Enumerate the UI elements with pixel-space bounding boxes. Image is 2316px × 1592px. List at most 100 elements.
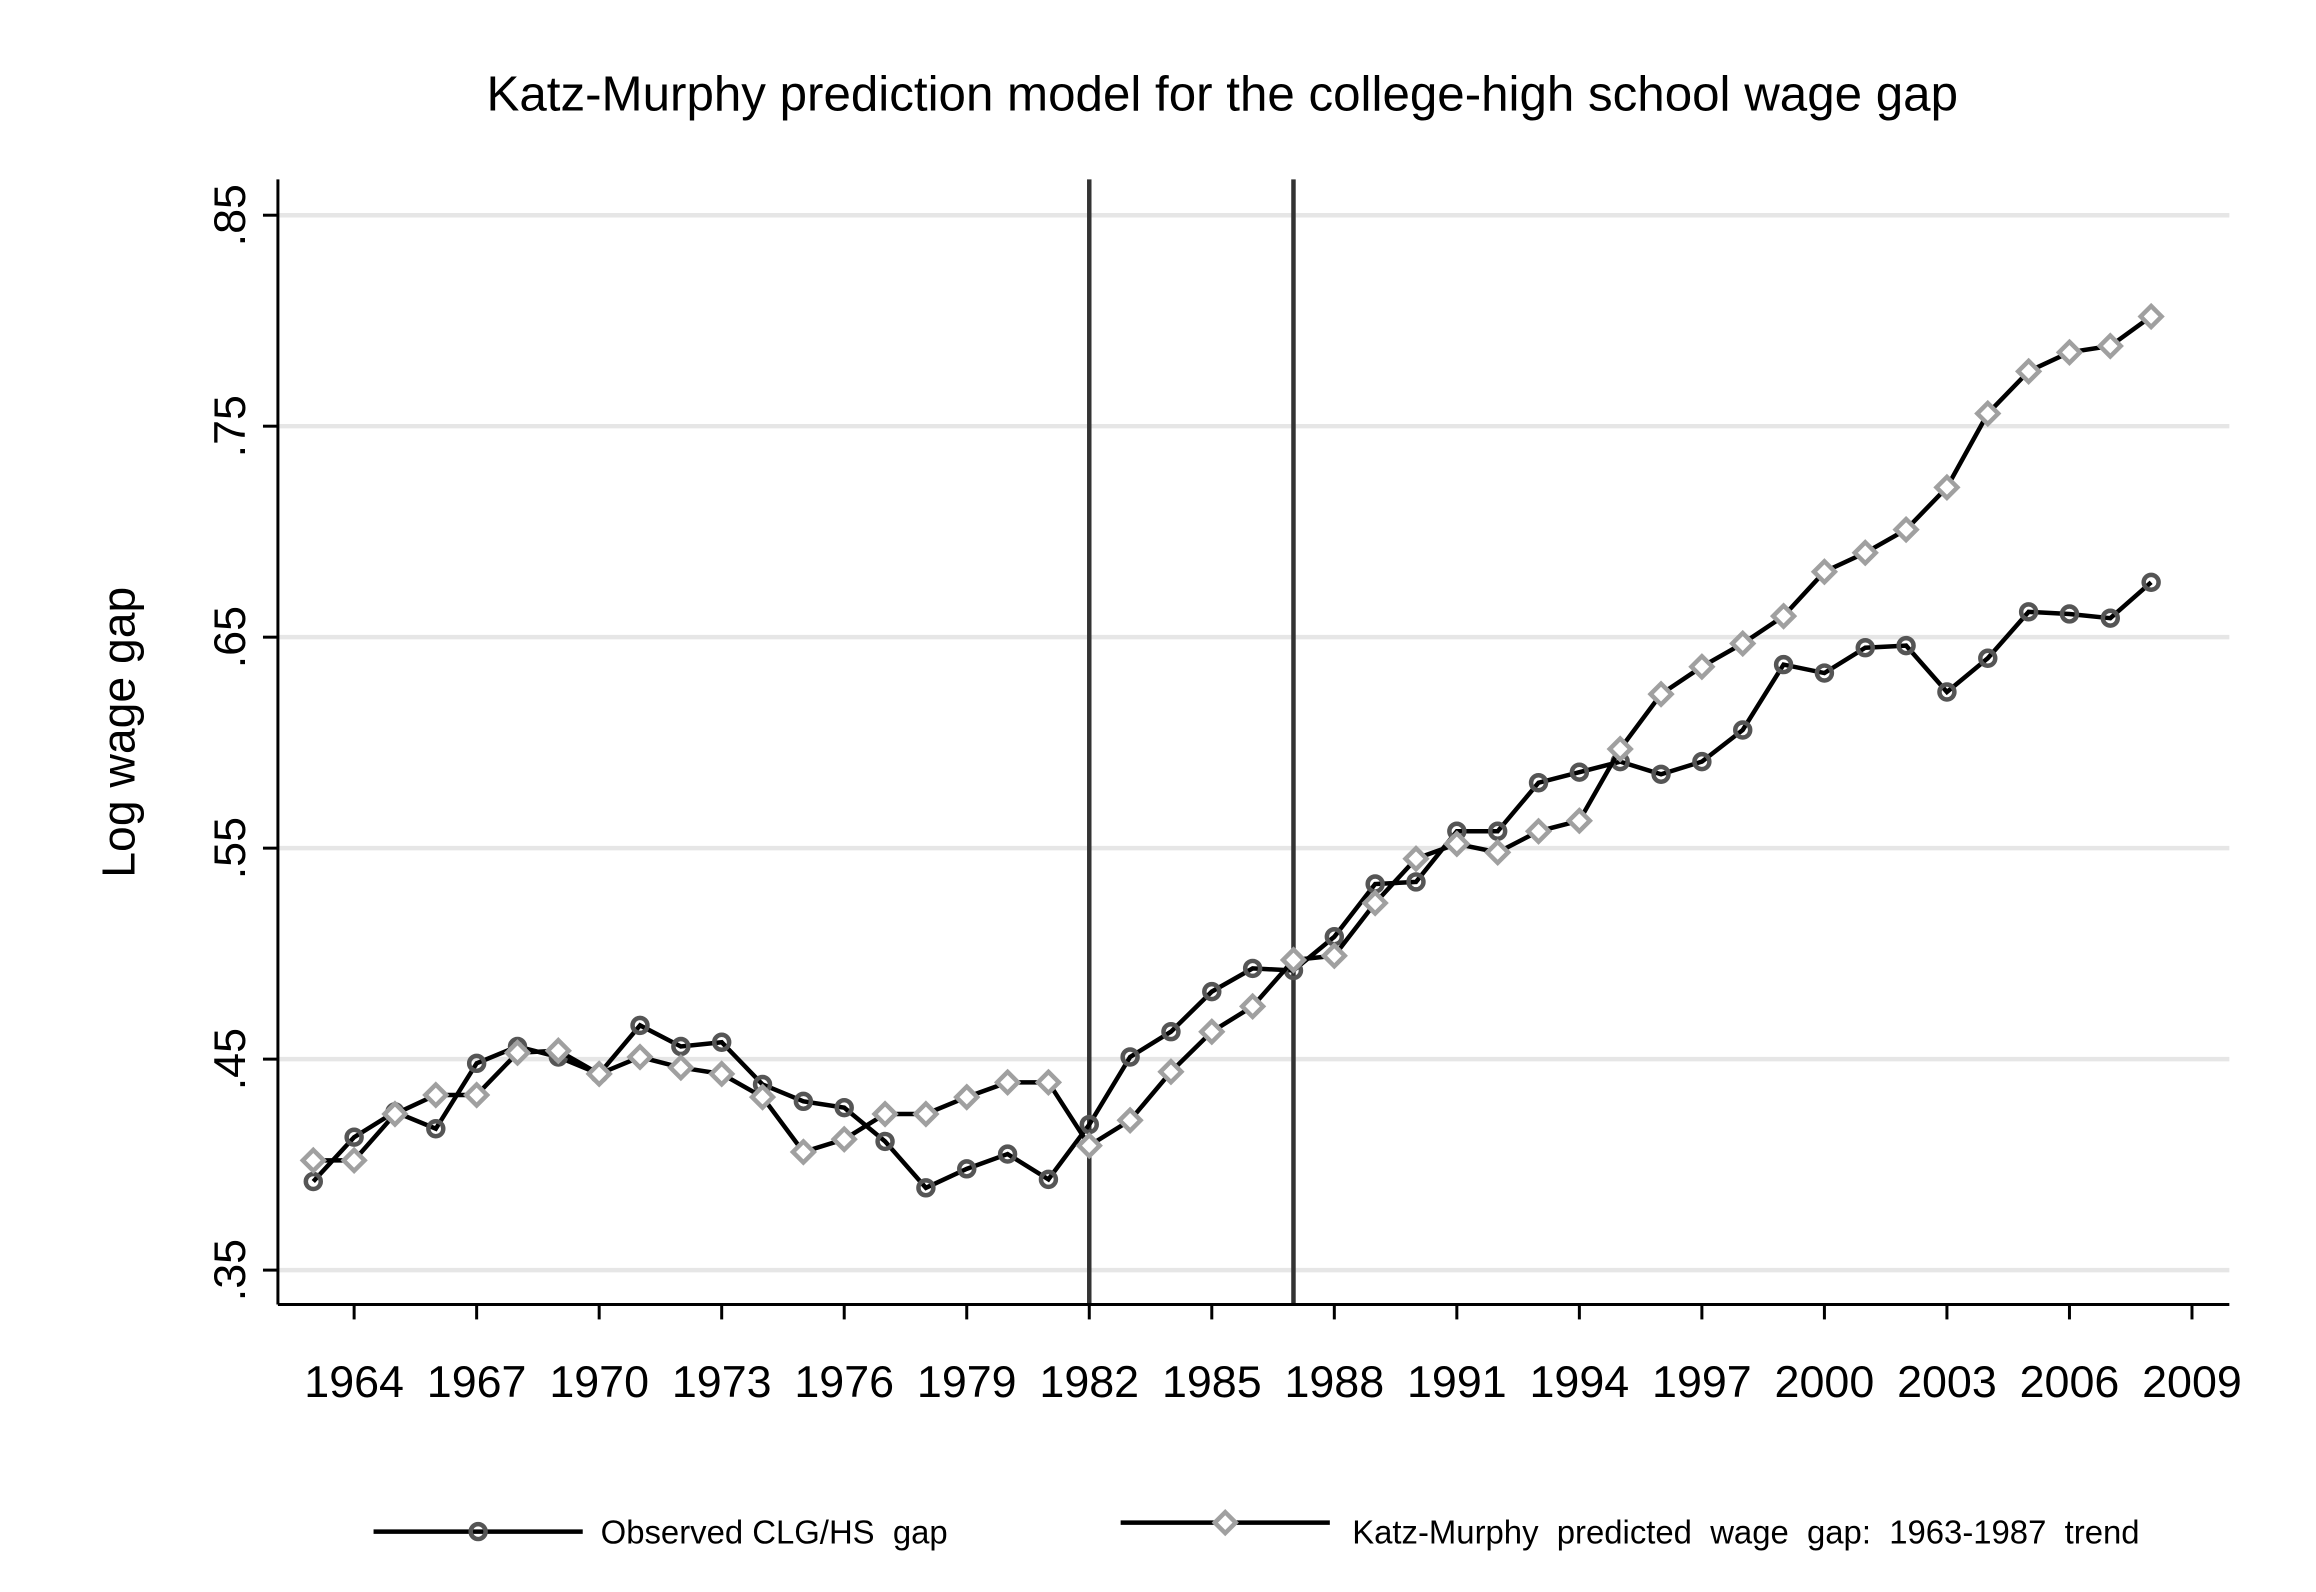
- x-tick-label: 2000: [1775, 1357, 1875, 1407]
- data-point-circle: [1773, 654, 1794, 675]
- x-tick-label: 1997: [1652, 1357, 1752, 1407]
- data-point-circle: [1937, 682, 1957, 702]
- data-point-diamond: [830, 1125, 858, 1153]
- data-point-diamond: [2055, 338, 2084, 366]
- data-point-circle: [426, 1119, 446, 1139]
- data-point-diamond: [381, 1100, 409, 1128]
- data-point-diamond: [1810, 558, 1839, 586]
- data-point-circle: [1651, 764, 1671, 785]
- data-point-circle: [1406, 872, 1426, 892]
- data-point-diamond: [1892, 515, 1920, 544]
- x-tick-label: 1988: [1284, 1357, 1384, 1407]
- data-point-circle: [1242, 958, 1263, 979]
- data-point-diamond: [1116, 1106, 1144, 1134]
- series-group: [299, 302, 2165, 1198]
- data-point-diamond: [340, 1146, 368, 1175]
- x-tick-label: 2006: [2020, 1357, 2120, 1407]
- data-point-diamond: [708, 1060, 736, 1088]
- series-line: [311, 580, 2153, 1191]
- data-point-diamond: [1157, 1058, 1185, 1086]
- data-point-diamond: [912, 1100, 940, 1128]
- x-tick-label: 1964: [304, 1357, 404, 1407]
- data-point-diamond: [585, 1060, 613, 1088]
- data-point-diamond: [1688, 653, 1716, 681]
- data-point-diamond: [1402, 845, 1430, 873]
- y-tick-label: .85: [205, 184, 255, 246]
- y-tick-label: .45: [205, 1028, 255, 1090]
- data-point-circle: [1733, 720, 1753, 740]
- data-point-diamond: [544, 1037, 572, 1065]
- data-point-diamond: [422, 1081, 450, 1109]
- data-point-circle: [1855, 638, 1875, 658]
- data-point-circle: [1120, 1047, 1140, 1067]
- data-point-diamond: [789, 1138, 818, 1166]
- data-point-diamond: [1851, 539, 1879, 567]
- data-point-diamond: [1974, 399, 2002, 428]
- data-point-circle: [630, 1015, 650, 1036]
- x-tick-label: 1991: [1407, 1357, 1507, 1407]
- data-point-circle: [957, 1159, 977, 1179]
- x-tick-label: 2003: [1897, 1357, 1997, 1407]
- y-axis-label: Log wage gap: [92, 587, 144, 878]
- data-point-diamond: [1075, 1132, 1103, 1160]
- data-point-diamond: [667, 1053, 695, 1082]
- data-point-circle: [1161, 1021, 1181, 1042]
- data-point-circle: [1569, 762, 1590, 782]
- data-point-circle: [997, 1144, 1018, 1164]
- data-point-circle: [2059, 604, 2080, 624]
- data-point-diamond: [2096, 332, 2124, 360]
- data-point-circle: [1814, 663, 1835, 683]
- x-tick-label: 1967: [427, 1357, 527, 1407]
- x-tick-label: 1982: [1039, 1357, 1139, 1407]
- data-point-diamond: [1443, 830, 1471, 858]
- x-tick-label: 2009: [2142, 1357, 2242, 1407]
- data-point-diamond: [748, 1083, 777, 1111]
- series-predicted: [299, 302, 2165, 1175]
- data-point-diamond: [1606, 735, 1634, 763]
- y-tick-label: .55: [205, 817, 255, 879]
- data-point-circle: [2018, 602, 2039, 622]
- data-point-circle: [834, 1097, 854, 1118]
- y-tick-label: .75: [205, 395, 255, 457]
- data-point-diamond: [1034, 1068, 1063, 1096]
- data-point-circle: [1202, 981, 1222, 1002]
- x-tick-label: 1976: [794, 1357, 894, 1407]
- x-tick-label: 1973: [672, 1357, 772, 1407]
- data-point-diamond: [1320, 942, 1348, 970]
- x-tick-label: 1994: [1530, 1357, 1630, 1407]
- data-point-diamond: [1647, 680, 1675, 708]
- data-point-diamond: [2014, 357, 2043, 385]
- data-point-circle: [1692, 751, 1712, 772]
- data-point-diamond: [1729, 629, 1757, 658]
- data-point-diamond: [953, 1083, 981, 1111]
- data-point-diamond: [463, 1081, 491, 1109]
- data-point-diamond: [1198, 1018, 1226, 1046]
- series-observed: [303, 572, 2161, 1198]
- data-point-diamond: [1769, 602, 1798, 630]
- data-point-diamond: [1484, 838, 1512, 866]
- data-point-circle: [711, 1032, 732, 1052]
- data-point-diamond: [1279, 946, 1308, 974]
- data-point-diamond: [993, 1068, 1022, 1096]
- data-point-diamond: [871, 1100, 899, 1128]
- data-point-diamond: [1933, 473, 1961, 502]
- legend-marker-diamond: [1211, 1508, 1239, 1537]
- y-tick-label: .65: [205, 606, 255, 668]
- data-point-diamond: [1524, 817, 1553, 845]
- data-point-diamond: [1565, 807, 1593, 835]
- data-point-circle: [875, 1131, 895, 1152]
- data-point-diamond: [2137, 302, 2165, 331]
- x-tick-label: 1970: [549, 1357, 649, 1407]
- data-point-diamond: [626, 1043, 654, 1071]
- data-point-diamond: [503, 1039, 532, 1067]
- chart-title: Katz-Murphy prediction model for the col…: [486, 67, 1958, 122]
- legend-label-predicted: Katz-Murphy predicted wage gap: 1963-198…: [1352, 1514, 2139, 1551]
- legend: Observed CLG/HS gap Katz-Murphy predicte…: [373, 1508, 2140, 1551]
- data-point-circle: [344, 1127, 364, 1147]
- x-tick-label: 1985: [1162, 1357, 1262, 1407]
- data-point-circle: [1528, 773, 1549, 793]
- data-point-diamond: [1361, 889, 1389, 917]
- data-point-circle: [2141, 572, 2161, 593]
